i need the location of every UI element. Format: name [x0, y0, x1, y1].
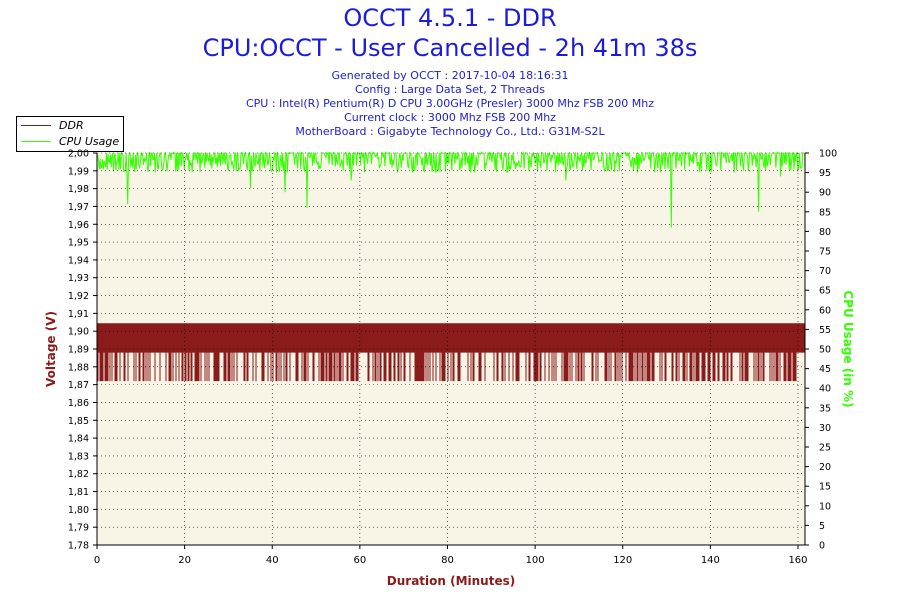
y2-tick-label: 50 [819, 345, 831, 356]
info-clock: Current clock : 3000 Mhz FSB 200 Mhz [344, 111, 556, 124]
y2-tick-label: 75 [819, 247, 831, 258]
y2-tick-label: 0 [819, 541, 825, 552]
y-tick-label: 1,81 [68, 487, 89, 498]
y2-tick-label: 85 [819, 207, 831, 218]
y-tick-label: 1,86 [68, 398, 89, 409]
y-tick-label: 1,78 [68, 541, 89, 552]
y-tick-label: 1,87 [68, 380, 89, 391]
y-tick-label: 1,88 [68, 362, 89, 373]
y2-tick-label: 70 [819, 266, 831, 277]
y-tick-label: 1,84 [68, 434, 89, 445]
x-tick-label: 20 [178, 555, 191, 566]
y2-tick-label: 5 [819, 521, 825, 532]
info-config: Config : Large Data Set, 2 Threads [355, 83, 545, 96]
info-cpu: CPU : Intel(R) Pentium(R) D CPU 3.00GHz … [245, 97, 655, 110]
y2-tick-label: 100 [819, 149, 837, 160]
y2-axis-title: CPU Usage (in %) [841, 290, 855, 407]
x-tick-label: 160 [788, 555, 807, 566]
y2-tick-label: 80 [819, 227, 831, 238]
x-tick-label: 80 [441, 555, 454, 566]
legend-swatch-ddr [21, 125, 51, 126]
y-axis-title: Voltage (V) [44, 311, 58, 387]
y2-tick-label: 95 [819, 168, 831, 179]
x-tick-label: 0 [94, 555, 100, 566]
y-tick-label: 1,99 [68, 166, 89, 177]
legend-label-cpu-usage: CPU Usage [59, 135, 120, 148]
info-motherboard: MotherBoard : Gigabyte Technology Co., L… [295, 125, 605, 138]
y2-tick-label: 35 [819, 403, 831, 414]
y-tick-label: 1,97 [68, 202, 89, 213]
legend: DDR CPU Usage [16, 116, 124, 152]
y2-tick-label: 90 [819, 188, 831, 199]
info-generated: Generated by OCCT : 2017-10-04 18:16:31 [331, 69, 569, 82]
y-tick-label: 2,00 [68, 149, 89, 160]
legend-swatch-cpu-usage [21, 141, 51, 142]
x-tick-label: 40 [266, 555, 279, 566]
y-tick-label: 1,82 [68, 469, 89, 480]
series-ddr [97, 323, 805, 382]
x-tick-label: 100 [526, 555, 545, 566]
y2-tick-label: 40 [819, 384, 831, 395]
y2-tick-label: 65 [819, 286, 831, 297]
y-tick-label: 1,83 [68, 451, 89, 462]
y-tick-label: 1,93 [68, 273, 89, 284]
y2-tick-label: 30 [819, 423, 831, 434]
x-tick-label: 120 [613, 555, 632, 566]
x-tick-label: 140 [701, 555, 720, 566]
y2-tick-label: 20 [819, 462, 831, 473]
x-tick-label: 60 [354, 555, 367, 566]
y2-tick-label: 55 [819, 325, 831, 336]
y-tick-label: 1,85 [68, 416, 89, 427]
info-block: Generated by OCCT : 2017-10-04 18:16:31 … [0, 69, 900, 139]
grid [97, 152, 805, 545]
legend-label-ddr: DDR [59, 119, 84, 132]
x-axis-title: Duration (Minutes) [387, 574, 515, 588]
y2-tick-label: 45 [819, 364, 831, 375]
series-cpu-usage-line [96, 151, 805, 228]
y2-tick-label: 15 [819, 482, 831, 493]
chart-title: OCCT 4.5.1 - DDR [343, 4, 557, 32]
y-tick-label: 1,94 [68, 255, 89, 266]
y-tick-label: 1,90 [68, 327, 89, 338]
y-tick-label: 1,95 [68, 238, 89, 249]
y-tick-label: 1,98 [68, 184, 89, 195]
y-tick-label: 1,96 [68, 220, 89, 231]
y2-tick-label: 25 [819, 443, 831, 454]
chart-subtitle: CPU:OCCT - User Cancelled - 2h 41m 38s [202, 34, 698, 62]
y-tick-label: 1,79 [68, 523, 89, 534]
series-ddr-band [97, 324, 805, 382]
y-tick-label: 1,80 [68, 505, 89, 516]
y-tick-label: 1,92 [68, 291, 89, 302]
y2-tick-label: 60 [819, 305, 831, 316]
y-tick-label: 1,91 [68, 309, 89, 320]
y2-tick-label: 10 [819, 501, 831, 512]
y-tick-label: 1,89 [68, 345, 89, 356]
